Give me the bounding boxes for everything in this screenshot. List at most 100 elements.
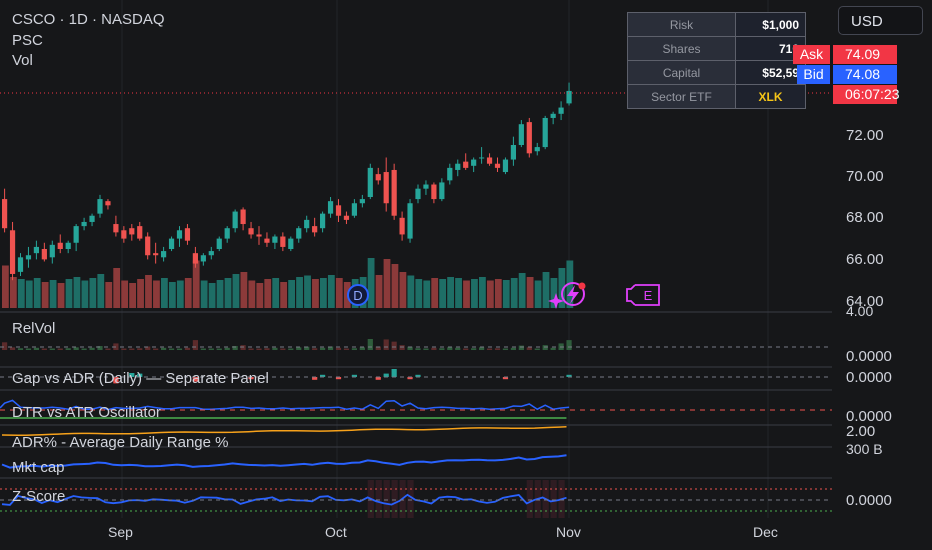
volume-bar — [494, 279, 502, 308]
relvol-bar — [129, 348, 135, 350]
candle-body — [502, 159, 509, 173]
candle-body — [407, 203, 413, 239]
currency-button[interactable]: USD — [838, 6, 923, 35]
candle-body — [471, 159, 477, 166]
gap-zero-tick: 0.0000 — [846, 369, 892, 386]
panel-label-dtr-atr[interactable]: DTR vs ATR Oscillator — [12, 404, 161, 421]
candle-body — [81, 221, 87, 227]
volume-bar — [129, 283, 136, 308]
sector-etf-label: Sector ETF — [627, 84, 736, 109]
panel-label-mkt-cap[interactable]: Mkt cap — [12, 459, 65, 476]
relvol-bar — [415, 348, 421, 350]
relvol-bar — [407, 346, 413, 350]
gap-bar — [407, 377, 413, 380]
candle-body — [192, 253, 198, 264]
panel-label-gap-adr[interactable]: Gap vs ADR (Daily) — Separate Panel — [12, 370, 269, 387]
lightning-bolt-icon — [567, 285, 579, 304]
relvol-bar — [351, 348, 357, 350]
volume-bar — [327, 275, 335, 308]
candle-body — [312, 226, 318, 233]
volume-bar — [216, 280, 224, 308]
relvol-bar — [359, 347, 365, 350]
shares-row: Shares 710 — [627, 36, 806, 61]
relvol-zero-tick: 0.0000 — [846, 348, 892, 365]
candle-body — [510, 145, 516, 160]
risk-table: Risk $1,000 Shares 710 Capital $52,59 Secto… — [627, 12, 806, 109]
candle-body — [304, 219, 310, 229]
relvol-bar — [9, 347, 16, 350]
price-tick: 72.00 — [846, 127, 884, 144]
volume-bar — [161, 278, 168, 308]
mktcap-tick: 300 B — [846, 441, 883, 457]
relvol-bar — [534, 348, 540, 350]
volume-bar — [431, 278, 439, 308]
candle-body — [232, 211, 238, 229]
relvol-bar — [121, 348, 127, 350]
relvol-bar — [240, 345, 246, 350]
candle-body — [240, 209, 246, 225]
volume-bar — [304, 275, 311, 308]
candle-body — [113, 224, 119, 233]
candle-body — [288, 238, 294, 249]
gap-bar — [383, 373, 389, 377]
candle-body — [168, 238, 175, 249]
risk-value: $1,000 — [735, 12, 806, 37]
volume-bar — [105, 282, 113, 308]
price-tick: 66.00 — [846, 251, 884, 268]
relvol-bar — [431, 347, 437, 350]
relvol-bar — [256, 348, 262, 350]
relvol-bar — [423, 348, 429, 350]
bid-label: Bid — [797, 65, 830, 84]
relvol-bar — [479, 347, 485, 350]
volume-bar — [280, 282, 288, 308]
relvol-bar — [145, 346, 151, 350]
panel-label-adr-pct[interactable]: ADR% - Average Daily Range % — [12, 434, 229, 451]
candle-body — [2, 199, 8, 229]
candle-body — [455, 163, 461, 170]
volume-bar — [486, 280, 494, 308]
relvol-bar — [494, 348, 501, 350]
candle-body — [216, 238, 222, 249]
zscore-highlight-bar — [407, 480, 414, 518]
capital-value: $52,59 — [735, 60, 806, 85]
candle-body — [351, 203, 357, 216]
mktcap-line — [1, 454, 567, 469]
relvol-bar — [304, 346, 310, 350]
candle-body — [49, 244, 55, 258]
volume-bar — [137, 279, 144, 308]
time-tick-nov: Nov — [556, 524, 581, 540]
relvol-bar — [502, 348, 509, 350]
relvol-bar — [200, 348, 206, 350]
panel-label-z-score[interactable]: Z-Score — [12, 488, 66, 505]
volume-bar — [184, 278, 192, 308]
relvol-bar — [192, 340, 198, 350]
dtr-line — [0, 399, 570, 411]
panel-label-relvol[interactable]: RelVol — [12, 320, 56, 337]
dtr-zero-tick: 0.0000 — [846, 408, 892, 425]
indicator-label-vol[interactable]: Vol — [12, 52, 33, 69]
volume-bar — [121, 280, 129, 308]
candle-body — [57, 242, 63, 249]
relvol-bar — [391, 341, 397, 350]
candle-body — [439, 182, 445, 200]
candle-body — [391, 169, 397, 216]
candle-body — [256, 234, 262, 237]
relvol-bar — [184, 347, 191, 350]
time-tick-oct: Oct — [325, 524, 347, 540]
candle-body — [153, 253, 159, 256]
candle-body — [200, 255, 206, 262]
relvol-bar — [526, 347, 532, 350]
symbol-title[interactable]: CSCO · 1D · NASDAQ — [12, 11, 165, 28]
candle-body — [137, 226, 143, 239]
candle-body — [359, 199, 365, 204]
price-tick: 68.00 — [846, 209, 884, 226]
relvol-bar — [153, 348, 159, 350]
indicator-label-psc[interactable]: PSC — [12, 32, 43, 49]
candle-body — [423, 184, 429, 189]
price-tick: 64.00 — [846, 293, 884, 310]
relvol-bar — [41, 348, 47, 350]
relvol-bar — [296, 347, 302, 350]
bar-countdown: 06:07:23 — [833, 85, 900, 104]
volume-bar — [49, 280, 57, 308]
